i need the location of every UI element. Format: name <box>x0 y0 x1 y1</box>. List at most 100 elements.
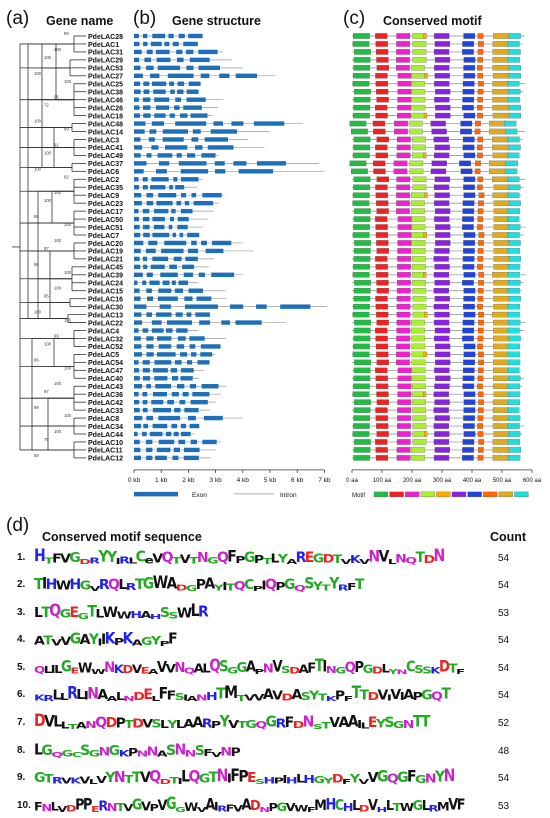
exon-block <box>151 320 162 325</box>
bootstrap-label: 95 <box>44 294 49 299</box>
motif-block <box>507 343 520 350</box>
exon-block <box>156 336 172 341</box>
motif-block <box>434 81 450 87</box>
exon-block <box>154 376 168 381</box>
motif-block <box>375 81 388 87</box>
motif-block <box>433 423 449 429</box>
exon-block <box>203 415 223 421</box>
exon-block <box>157 65 181 71</box>
motif-block <box>478 399 484 405</box>
motif-block <box>463 407 476 413</box>
bootstrap-label: 100 <box>64 270 72 275</box>
axis-tick-label: 500 aa <box>493 478 512 484</box>
motif-block <box>375 184 388 190</box>
motif-block <box>397 96 412 103</box>
motif-block <box>423 272 427 278</box>
motif-block <box>354 319 371 326</box>
exon-block <box>238 169 274 174</box>
motif-block <box>353 248 371 254</box>
motif-block <box>353 327 371 334</box>
motif-block <box>492 407 510 413</box>
exon-block <box>143 105 151 110</box>
motif-block <box>352 431 370 437</box>
motif-block <box>462 216 474 222</box>
exon-block <box>183 447 200 453</box>
motif-block <box>477 431 484 437</box>
exon-block <box>134 415 143 421</box>
motif-block <box>393 160 408 167</box>
motif-block <box>507 367 520 374</box>
motif-block <box>477 184 483 190</box>
exon-block <box>174 288 184 293</box>
bootstrap-label: 95 <box>54 95 59 100</box>
motif-block <box>478 240 484 246</box>
motif-block <box>396 144 411 151</box>
motif-block <box>396 200 410 206</box>
motif-block <box>492 383 510 389</box>
exon-block <box>180 423 187 429</box>
exon-block <box>152 407 172 413</box>
exon-block <box>188 33 203 39</box>
motif-block <box>507 216 520 222</box>
exon-block <box>150 185 166 190</box>
motif-block <box>477 104 483 111</box>
motif-block <box>478 359 484 366</box>
exon-block <box>197 360 210 365</box>
motif-block <box>463 311 476 318</box>
gene-label: PdeLAC36 <box>88 392 123 399</box>
motif-block <box>478 280 484 286</box>
motif-count: 54 <box>498 580 510 591</box>
exon-block <box>158 288 172 293</box>
motif-block <box>411 359 426 366</box>
motif-block <box>434 144 450 151</box>
exon-block <box>219 73 230 78</box>
exon-block <box>189 384 197 389</box>
exon-block <box>134 256 140 262</box>
motif-block <box>463 287 476 294</box>
motif-block <box>396 280 411 286</box>
exon-block <box>189 336 205 341</box>
motif-block <box>463 57 476 63</box>
exon-block <box>188 288 204 293</box>
motif-block <box>353 256 371 262</box>
motif-block <box>507 311 520 318</box>
bootstrap-label: 100 <box>54 381 62 386</box>
exon-block <box>152 368 168 373</box>
motif-block <box>478 192 485 198</box>
gene-label: PdeLAC17 <box>88 209 123 216</box>
motif-block <box>435 224 451 230</box>
exon-block <box>134 392 139 397</box>
motif-block <box>412 423 427 429</box>
motif-block <box>411 96 426 103</box>
exon-block <box>183 455 199 461</box>
exon-block <box>134 57 140 63</box>
exon-block <box>134 49 142 55</box>
motif-block <box>492 73 510 79</box>
gene-label: PdeLAC38 <box>88 90 123 97</box>
motif-row: 10. FNLVDPPERNTVGVPVGGWVAIRFVADNPGVWFMHCH… <box>0 795 550 818</box>
motif-block <box>353 144 371 151</box>
exon-block <box>142 33 148 39</box>
motif-block <box>423 33 427 39</box>
gene-label: PdeLAC18 <box>88 113 123 120</box>
exon-block <box>134 344 142 349</box>
gene-label: PdeLAC28 <box>88 34 123 41</box>
exon-block <box>178 439 186 445</box>
motif-block <box>459 160 471 167</box>
motif-block <box>353 65 371 71</box>
motif-block <box>492 447 510 453</box>
motif-block <box>463 415 475 421</box>
motif-block <box>477 49 484 55</box>
motif-block <box>375 407 388 413</box>
motif-block <box>433 391 449 397</box>
motif-block <box>492 375 510 382</box>
motif-block <box>477 303 483 310</box>
motif-legend-swatch <box>389 491 404 498</box>
exon-block <box>157 153 173 158</box>
motif-block <box>396 351 410 358</box>
exon-block <box>207 145 234 150</box>
exon-block <box>157 296 178 301</box>
motif-block <box>493 343 510 350</box>
bootstrap-label: 100 <box>34 310 42 315</box>
motif-block <box>394 120 408 127</box>
